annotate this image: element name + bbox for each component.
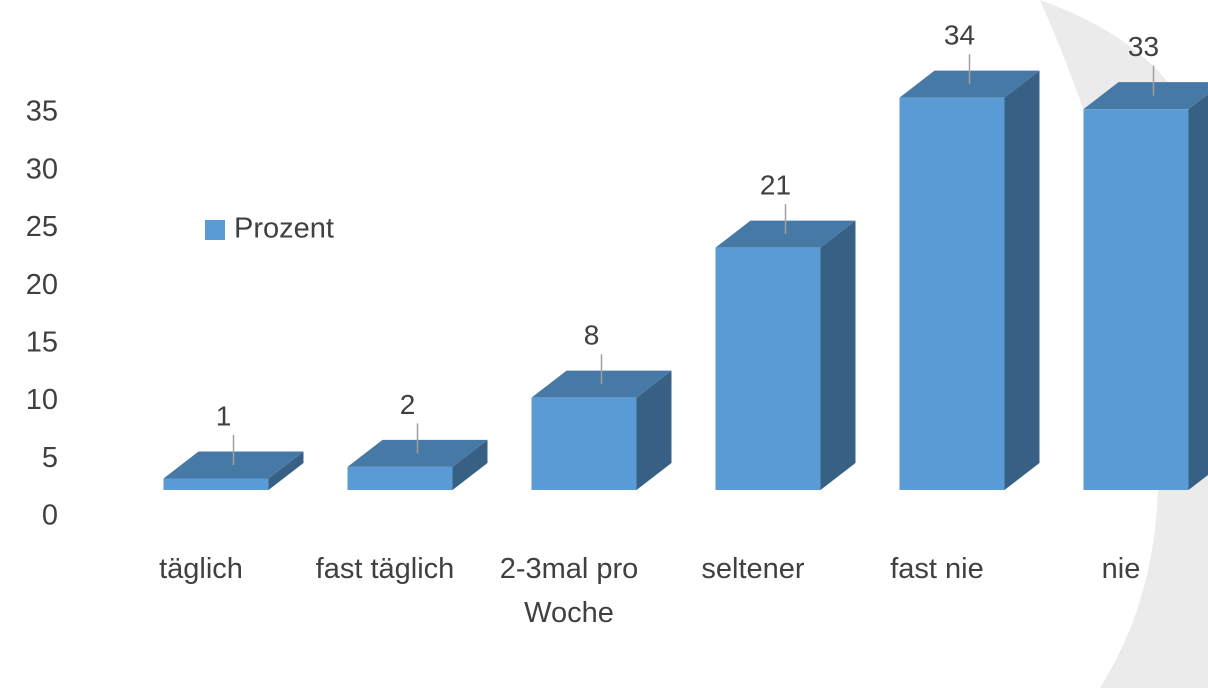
x-tick-label: nie: [1102, 553, 1141, 585]
value-label: 8: [584, 320, 600, 351]
bar-side: [1188, 94, 1208, 490]
bar: [899, 70, 1040, 490]
bar-side: [636, 370, 672, 490]
x-tick-line: Woche: [524, 597, 614, 629]
legend-swatch: [205, 220, 225, 240]
value-label: 33: [1128, 31, 1159, 62]
bar-front: [163, 478, 269, 490]
x-tick-line: fast täglich: [316, 553, 455, 585]
y-tick-label: 0: [42, 500, 58, 532]
x-tick-line: 2-3mal pro: [500, 553, 639, 585]
legend-label: Prozent: [234, 213, 334, 245]
value-label: 2: [400, 389, 416, 420]
x-tick-label: seltener: [701, 553, 805, 585]
y-tick-label: 25: [26, 211, 58, 243]
x-tick-line: seltener: [701, 553, 805, 585]
x-tick-label: fast nie: [890, 553, 984, 585]
bar: [1083, 82, 1208, 491]
value-label: 1: [216, 400, 232, 431]
bar: [531, 370, 672, 490]
y-tick-label: 20: [26, 269, 58, 301]
y-tick-label: 35: [26, 96, 58, 128]
bar: [715, 220, 856, 490]
bar-front: [715, 247, 821, 490]
x-tick-line: täglich: [159, 553, 243, 585]
y-tick-label: 5: [42, 442, 58, 474]
bar-front: [531, 397, 637, 490]
x-tick-label: täglich: [159, 553, 243, 585]
x-tick-label: 2-3mal pro Woche: [500, 553, 639, 629]
bar-top: [1083, 82, 1208, 110]
x-tick-line: fast nie: [890, 553, 984, 585]
value-label: 21: [760, 170, 791, 201]
y-tick-label: 10: [26, 384, 58, 416]
bar-side: [820, 220, 856, 490]
bar-side: [452, 439, 488, 490]
value-label: 34: [944, 20, 975, 51]
y-tick-label: 30: [26, 153, 58, 185]
bar-side: [268, 451, 304, 490]
y-tick-label: 15: [26, 327, 58, 359]
x-tick-label: fast täglich: [316, 553, 455, 585]
bar-front: [347, 466, 453, 490]
x-tick-line: nie: [1102, 553, 1141, 585]
bar-front: [899, 97, 1005, 490]
bar-front: [1083, 109, 1189, 491]
bar-side: [1004, 70, 1040, 490]
